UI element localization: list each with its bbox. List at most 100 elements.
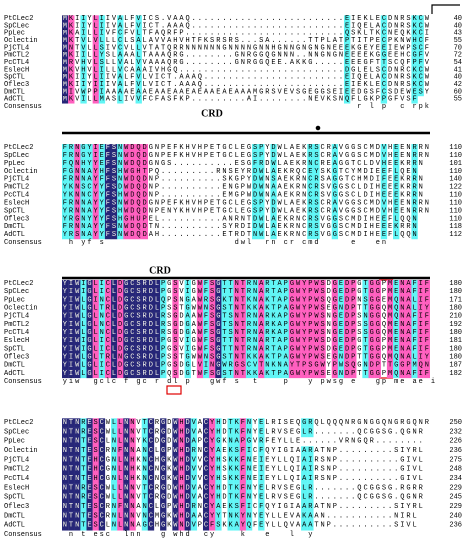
residue-shade [233, 288, 240, 297]
residue-shade [417, 52, 424, 60]
residue-shade [337, 361, 345, 370]
residue-shade [307, 361, 314, 370]
sequence: FRNGYIEFSNWDQDGNPEFKHVHPETGCLEGSPYDWLAEK… [63, 144, 429, 152]
residue-shade [68, 88, 75, 97]
position-number: 55 [454, 37, 462, 45]
residue-shade [80, 418, 87, 428]
residue-shade [98, 369, 106, 379]
residue-shade [117, 465, 124, 475]
residue-shade [350, 279, 357, 289]
residue-shade [190, 493, 198, 503]
residue-shade [343, 279, 351, 289]
residue-shade [68, 279, 75, 289]
residue-shade [141, 223, 149, 232]
residue-shade [160, 328, 167, 338]
residue-shade [135, 320, 142, 330]
sequence: MKIIYIIIVALFVLVICT.AAAQ.................… [63, 81, 430, 89]
sequence: YIWLGLNCLDGCSRDLRSGDAAWFSGTSNTRNARKAPGWY… [63, 313, 429, 321]
sequence-name: PpLec [4, 30, 25, 38]
residue-shade [368, 304, 375, 313]
residue-shade [172, 483, 179, 494]
residue-shade [98, 511, 106, 522]
residue-shade [386, 369, 394, 379]
residue-shade [362, 320, 369, 330]
residue-shade [160, 312, 167, 321]
sequence: YIWLGLNCLDGCSRDLRSGDGAWFSGTSNTRNARKAPGWY… [63, 329, 429, 337]
residue-shade [111, 493, 118, 503]
residue-shade [313, 159, 320, 168]
residue-shade [80, 223, 87, 232]
residue-shade [294, 296, 302, 305]
residue-shade [147, 304, 155, 313]
residue-shade [411, 15, 418, 23]
residue-shade [411, 81, 418, 89]
residue-shade [74, 521, 81, 531]
residue-shade [141, 502, 149, 512]
residue-shade [264, 296, 271, 305]
residue-shade [92, 88, 99, 97]
residue-shade [129, 296, 136, 305]
residue-shade [350, 320, 357, 330]
residue-shade [258, 159, 265, 168]
residue-shade [343, 312, 351, 321]
residue-shade [111, 288, 118, 297]
residue-shade [319, 337, 326, 346]
residue-shade [393, 320, 400, 330]
residue-shade [141, 207, 149, 216]
residue-shade [202, 483, 210, 494]
residue-shade [380, 15, 388, 23]
residue-shade [393, 328, 400, 338]
residue-shade [202, 427, 210, 438]
residue-shade [307, 144, 314, 153]
residue-shade [184, 465, 191, 475]
residue-shade [301, 320, 308, 330]
residue-shade [104, 312, 112, 321]
residue-shade [80, 88, 87, 97]
residue-shade [190, 418, 198, 428]
residue-shade [92, 81, 99, 89]
residue-shade [343, 296, 351, 305]
residue-shade [411, 37, 418, 45]
residue-shade [313, 215, 320, 224]
residue-shade [282, 361, 290, 370]
residue-shade [68, 521, 75, 531]
residue-shade [86, 418, 93, 428]
residue-shade [350, 304, 357, 313]
residue-shade [319, 328, 326, 338]
residue-shade [80, 15, 87, 23]
residue-shade [393, 207, 400, 216]
residue-shade [117, 288, 124, 297]
residue-shade [129, 437, 136, 447]
residue-shade [313, 320, 320, 330]
residue-shade [264, 345, 271, 354]
residue-shade [153, 312, 161, 321]
residue-shade [98, 159, 106, 168]
residue-shade [92, 345, 99, 354]
sequence: MKIIYLIIVALFVLVICT.AAAQ.................… [63, 74, 430, 82]
residue-shade [92, 369, 99, 379]
residue-shade [111, 151, 118, 161]
residue-shade [374, 337, 381, 346]
residue-shade [80, 52, 87, 60]
residue-shade [178, 474, 185, 484]
residue-shade [123, 215, 130, 224]
residue-shade [98, 361, 106, 370]
residue-shade [215, 521, 222, 531]
residue-shade [307, 345, 314, 354]
residue-shade [307, 199, 314, 208]
residue-shade [307, 312, 314, 321]
residue-shade [380, 74, 388, 82]
residue-shade [393, 345, 400, 354]
residue-shade [368, 320, 375, 330]
residue-shade [62, 22, 69, 31]
residue-shade [135, 159, 142, 168]
sequence: FQNHYYEFSNWDQDGNGS..........ESGFRDWLAEKR… [63, 160, 423, 168]
residue-shade [331, 144, 339, 153]
residue-shade [123, 199, 130, 208]
residue-shade [350, 353, 357, 362]
residue-shade [282, 288, 290, 297]
residue-shade [276, 296, 283, 305]
residue-shade [62, 521, 69, 531]
residue-shade [239, 279, 247, 289]
residue-shade [307, 304, 314, 313]
